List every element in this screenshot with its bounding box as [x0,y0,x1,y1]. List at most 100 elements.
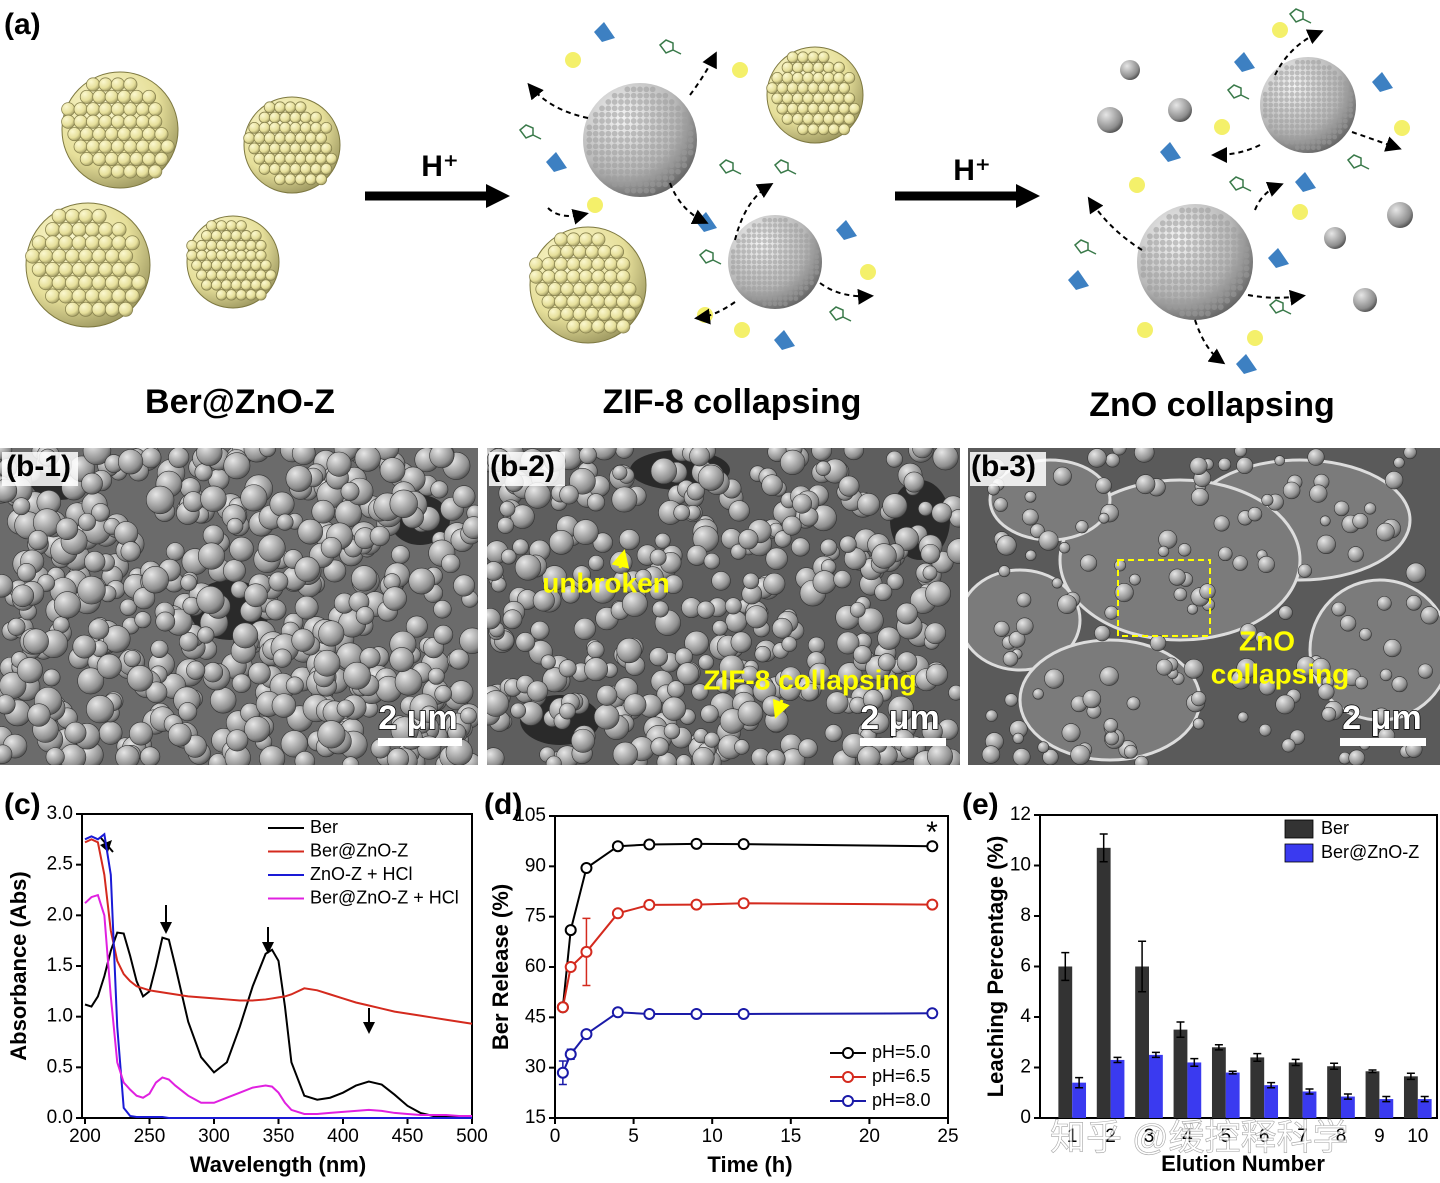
facet [274,152,286,165]
zn-ion [1295,172,1316,192]
particle [650,457,677,485]
sphere-dot [1159,220,1166,227]
facet [84,261,100,277]
particle [985,709,998,722]
sphere-dot [1284,91,1290,97]
particle [313,649,341,677]
sphere-dot [1224,297,1231,304]
sphere-dot [1326,107,1332,113]
sphere-dot [1198,252,1205,259]
particle [1099,666,1119,686]
particle [569,467,596,495]
sphere-dot [1305,75,1311,81]
particle [1379,668,1393,682]
sphere-dot [809,254,814,260]
sphere-dot [668,143,675,150]
sphere-dot [605,118,612,124]
sphere-dot [793,249,799,254]
facet [191,259,203,271]
facet [274,173,286,186]
facet [51,208,67,224]
sphere-dot [1284,97,1290,103]
particle [45,747,65,765]
sphere-dot [783,233,788,239]
sphere-dot [1185,284,1192,291]
sphere-dot [783,217,788,223]
sphere-dot [746,285,752,291]
particle [792,493,812,514]
particle [1347,546,1364,563]
particle [453,574,476,597]
particle [1149,634,1167,652]
particle [1289,729,1306,745]
sphere-dot [1172,259,1179,265]
bar [1135,966,1149,1118]
bar [1149,1054,1163,1118]
sphere-dot [1321,113,1327,119]
sphere-dot [1185,226,1192,233]
charts: (c)Absorbance (Abs)Wavelength (nm)0.00.5… [4,788,1438,1177]
sphere-dot [1326,75,1332,81]
particle [1037,741,1050,754]
sphere-dot [1211,213,1218,220]
particle [1191,691,1207,707]
facet [245,269,257,281]
sphere-dot [1140,259,1147,265]
facet [104,151,119,167]
sphere-dot [1224,246,1231,253]
particle [1024,490,1037,503]
sphere-dot [1310,145,1316,151]
particle [652,600,669,618]
facet [92,151,107,167]
sphere-dot [618,156,624,162]
tag-backdrop [970,452,1046,486]
particle [487,747,505,765]
sphere-dot [1348,97,1354,103]
sphere-dot [1326,91,1332,97]
x-axis-label: Elution Number [1161,1151,1325,1176]
sphere-dot [1300,113,1306,119]
particle [697,464,725,491]
sphere-dot [1217,259,1224,265]
facet [98,288,114,304]
sphere-dot [1192,297,1198,304]
particle [807,636,826,654]
sphere-dot [1348,107,1354,113]
sphere-dot [767,296,773,301]
sphere-dot [1243,246,1250,253]
particle [573,617,596,640]
particle [1095,477,1112,494]
sphere-dot [675,156,681,162]
sphere-dot [662,99,669,105]
sphere-dot [618,105,624,112]
particle [150,639,169,658]
sphere-dot [741,285,747,291]
particle [1135,474,1156,495]
particle [165,542,185,561]
sphere-dot [1172,297,1179,304]
facet [129,151,144,167]
facet [255,269,267,281]
sphere-dot [1172,213,1179,220]
data-point [564,961,577,973]
sphere-dot [788,270,794,275]
error-bar [1061,951,1070,982]
facet [597,282,612,297]
facet [578,269,593,284]
facet [609,306,625,322]
facet [294,101,307,114]
bar [1302,1091,1317,1118]
facet [833,92,845,105]
sphere-dot [736,254,741,260]
facet [310,111,322,124]
facet [776,102,789,115]
sphere-dot [777,290,783,296]
legend-marker [842,1095,854,1107]
sphere-dot [1179,213,1186,220]
scale-bar [860,738,946,746]
particle [837,662,863,688]
sphere-dot [1289,113,1295,119]
sphere-dot [1185,278,1192,285]
particle [311,499,335,524]
data-point [556,1066,569,1079]
